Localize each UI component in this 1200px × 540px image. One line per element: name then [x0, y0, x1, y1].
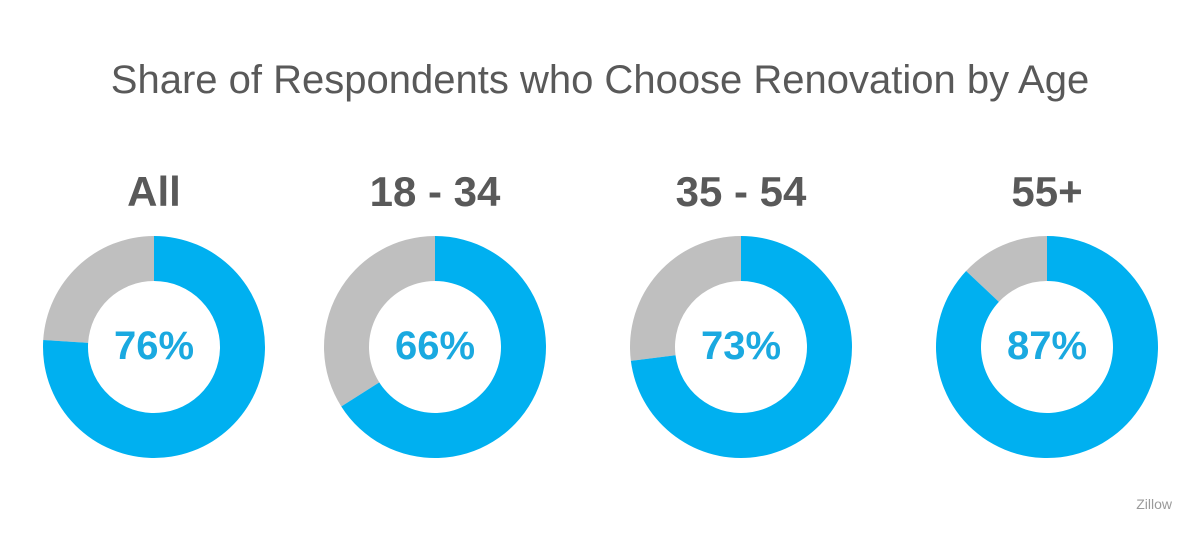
donut-label-all: All [127, 168, 181, 215]
donut-label-18-34: 18 - 34 [369, 168, 501, 215]
donut-35-54: 35 - 54 73% [611, 158, 871, 478]
donut-value-slice-55-plus [936, 236, 1158, 458]
donut-chart-all [43, 236, 266, 458]
donut-label-55-plus: 55+ [1011, 168, 1083, 215]
donut-value-slice-18-34 [341, 236, 546, 458]
chart-title: Share of Respondents who Choose Renovati… [110, 58, 1090, 102]
donut-chart-35-54 [630, 236, 852, 458]
donut-value-35-54: 73% [700, 324, 782, 368]
donut-chart-55-plus [936, 236, 1158, 458]
donut-remainder-slice-18-34 [324, 236, 435, 407]
source-label: Zillow [1136, 496, 1172, 512]
donut-value-18-34: 66% [394, 324, 476, 368]
donut-18-34: 18 - 34 66% [305, 158, 565, 478]
donut-value-all: 76% [113, 324, 195, 368]
donut-value-slice-all [43, 236, 266, 458]
donut-value-slice-35-54 [630, 236, 852, 458]
donut-label-35-54: 35 - 54 [675, 168, 807, 215]
donut-all: All 76% [24, 158, 284, 478]
donut-remainder-slice-55-plus [966, 236, 1047, 302]
donut-remainder-slice-all [43, 236, 154, 343]
donut-chart-18-34 [324, 236, 546, 458]
donut-remainder-slice-35-54 [630, 236, 741, 361]
donut-55-plus: 55+ 87% [917, 158, 1177, 478]
donut-value-55-plus: 87% [1006, 324, 1088, 368]
